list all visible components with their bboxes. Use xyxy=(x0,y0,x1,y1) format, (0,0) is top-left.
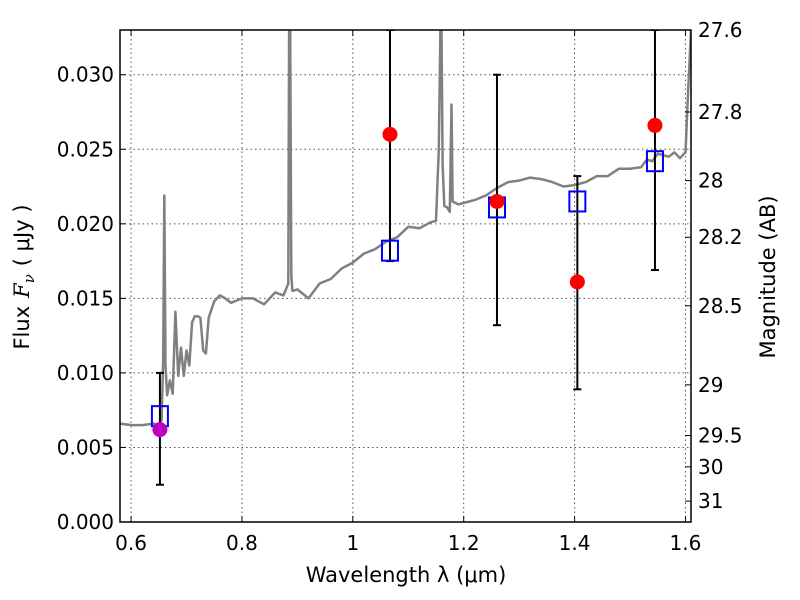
y-axis-label-prefix: Flux xyxy=(10,306,34,350)
y2-axis-label: Magnitude (AB) xyxy=(756,195,780,358)
x-tick-label: 1.4 xyxy=(559,531,591,555)
plot-content xyxy=(120,30,691,486)
x-axis-label: Wavelength λ (μm) xyxy=(306,563,507,587)
x-tick-label: 1.6 xyxy=(670,531,702,555)
y-axis-label: Flux Fν ( μJy ) xyxy=(10,204,38,349)
plot-frame xyxy=(119,29,692,523)
grid-lines xyxy=(120,30,691,523)
model-sed-line xyxy=(120,30,691,427)
axis-ticks xyxy=(120,29,691,523)
y2-tick-label: 29.5 xyxy=(698,424,743,448)
observed-point xyxy=(152,422,168,438)
y-tick-label: 0.010 xyxy=(57,361,114,385)
y-tick-label: 0.020 xyxy=(57,212,114,236)
model-band-square xyxy=(645,150,664,173)
x-tick-label: 0.8 xyxy=(226,531,258,555)
model-band-square xyxy=(568,190,587,213)
y-tick-label: 0.015 xyxy=(57,286,114,310)
y2-tick-label: 27.8 xyxy=(698,100,743,124)
y-tick-label: 0.000 xyxy=(57,510,114,534)
x-tick-label: 1 xyxy=(346,531,359,555)
tick-labels: 0.6 0.8 1 1.2 1.4 1.6 0.000 0.005 0.010 0.015 0.02… xyxy=(57,18,743,555)
y-axis-label-subscript: ν xyxy=(20,274,38,283)
x-tick-label: 0.6 xyxy=(115,531,147,555)
y2-tick-label: 28.2 xyxy=(698,225,743,249)
y2-tick-label: 29 xyxy=(698,373,723,397)
observed-point xyxy=(382,126,398,142)
observed-point xyxy=(647,117,663,133)
plot-area xyxy=(120,30,691,486)
y-tick-label: 0.005 xyxy=(57,435,114,459)
y-axis-label-symbol: F xyxy=(10,282,34,299)
model-band-square xyxy=(380,239,399,262)
x-tick-label: 1.2 xyxy=(448,531,480,555)
y2-tick-label: 28.5 xyxy=(698,294,743,318)
y2-tick-label: 30 xyxy=(698,455,723,479)
y2-tick-label: 28 xyxy=(698,169,723,193)
y-tick-label: 0.025 xyxy=(57,137,114,161)
y-tick-label: 0.030 xyxy=(57,63,114,87)
observed-point xyxy=(569,274,585,290)
y2-tick-label: 27.6 xyxy=(698,18,743,42)
observed-point xyxy=(489,193,505,209)
y-axis-label-unit: ( μJy ) xyxy=(10,204,34,266)
y2-tick-label: 31 xyxy=(698,489,723,513)
